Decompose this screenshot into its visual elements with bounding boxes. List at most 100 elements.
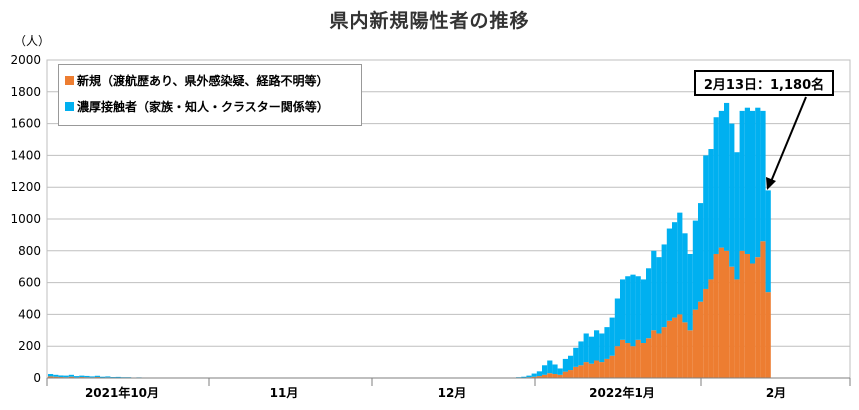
bar-new xyxy=(573,366,579,378)
bar-new xyxy=(614,346,620,378)
bar-new xyxy=(760,241,766,378)
bar-new xyxy=(734,279,740,378)
bar-contact xyxy=(765,190,771,293)
bar-contact xyxy=(542,365,548,375)
bar-new xyxy=(692,309,698,378)
bar-contact xyxy=(63,375,69,378)
bar-new xyxy=(562,371,568,378)
bar-contact xyxy=(48,374,54,377)
y-tick-label: 1800 xyxy=(10,85,41,99)
bar-contact xyxy=(58,375,64,378)
bar-new xyxy=(750,263,756,378)
y-tick-label: 800 xyxy=(18,244,41,258)
bar-contact xyxy=(547,360,553,374)
bar-contact xyxy=(68,374,74,377)
bar-new xyxy=(661,327,667,378)
bar-new xyxy=(666,320,672,378)
y-tick-label: 400 xyxy=(18,307,41,321)
bar-contact xyxy=(583,333,589,363)
bar-new xyxy=(729,266,735,378)
x-month-label: 2022年1月 xyxy=(589,385,655,400)
bar-new xyxy=(547,373,553,378)
bar-new xyxy=(531,376,537,378)
bar-contact xyxy=(692,220,698,310)
bar-new xyxy=(687,330,693,378)
bar-new xyxy=(718,247,724,378)
bar-new xyxy=(713,253,719,378)
bar-contact xyxy=(630,274,636,347)
bar-new xyxy=(68,376,74,378)
bar-contact xyxy=(536,371,542,377)
bar-contact xyxy=(677,212,683,315)
bar-new xyxy=(557,374,563,378)
bar-contact xyxy=(703,155,709,289)
bar-contact xyxy=(760,110,766,242)
annotation-arrow xyxy=(769,96,807,185)
bar-new xyxy=(609,355,615,378)
legend-label-contact: 濃厚接触者（家族・知人・クラスター関係等） xyxy=(77,99,329,114)
bar-new xyxy=(698,301,704,378)
legend-swatch-new xyxy=(65,75,74,85)
bar-contact xyxy=(521,376,527,378)
bar-contact xyxy=(105,376,111,378)
bar-new xyxy=(656,333,662,378)
bar-contact xyxy=(79,375,85,378)
bar-contact xyxy=(588,336,594,364)
bar-contact xyxy=(609,317,615,356)
bar-new xyxy=(682,322,688,378)
bar-new xyxy=(599,362,605,378)
bar-contact xyxy=(115,376,121,378)
bar-contact xyxy=(682,233,688,323)
bar-new xyxy=(588,363,594,378)
bar-contact xyxy=(687,253,693,331)
bar-contact xyxy=(100,376,106,378)
bar-contact xyxy=(568,355,574,371)
bar-contact xyxy=(562,358,568,372)
bar-new xyxy=(765,292,771,378)
bar-contact xyxy=(110,377,116,378)
y-tick-label: 1200 xyxy=(10,180,41,194)
bar-contact xyxy=(625,276,631,344)
bar-new xyxy=(48,376,54,378)
bar-contact xyxy=(635,276,641,340)
bar-contact xyxy=(620,279,626,340)
bar-new xyxy=(604,358,610,378)
y-tick-label: 0 xyxy=(33,371,41,385)
bar-contact xyxy=(651,250,657,331)
bar-contact xyxy=(604,327,610,359)
bar-new xyxy=(755,257,761,378)
y-tick-label: 1000 xyxy=(10,212,41,226)
bar-contact xyxy=(666,228,672,321)
legend-swatch-contact xyxy=(65,101,74,111)
y-tick-label: 600 xyxy=(18,276,41,290)
bar-contact xyxy=(718,110,724,248)
bar-new xyxy=(635,339,641,378)
legend: 新規（渡航歴あり、県外感染疑、経路不明等） 濃厚接触者（家族・知人・クラスター関… xyxy=(58,64,362,126)
annotation-callout: 2月13日：1,180名 xyxy=(694,70,834,96)
bar-new xyxy=(536,376,542,378)
bar-new xyxy=(542,374,548,378)
y-tick-label: 200 xyxy=(18,339,41,353)
bar-contact xyxy=(698,203,704,302)
y-tick-label: 1400 xyxy=(10,148,41,162)
bar-contact xyxy=(640,279,646,344)
bar-contact xyxy=(614,298,620,347)
bar-new xyxy=(744,253,750,378)
bar-contact xyxy=(656,257,662,334)
bar-contact xyxy=(74,376,80,378)
x-month-label: 2021年10月 xyxy=(85,385,159,400)
legend-item-new: 新規（渡航歴あり、県外感染疑、経路不明等） xyxy=(65,69,361,91)
bar-new xyxy=(552,374,558,378)
bar-contact xyxy=(750,110,756,264)
bar-new xyxy=(651,330,657,378)
bar-new xyxy=(594,360,600,378)
bar-contact xyxy=(729,123,735,267)
bar-new xyxy=(620,339,626,378)
bar-new xyxy=(583,362,589,378)
bar-contact xyxy=(594,330,600,361)
bar-new xyxy=(703,288,709,378)
bar-contact xyxy=(672,222,678,318)
bar-contact xyxy=(526,375,532,378)
annotation-arrowhead xyxy=(766,177,776,190)
